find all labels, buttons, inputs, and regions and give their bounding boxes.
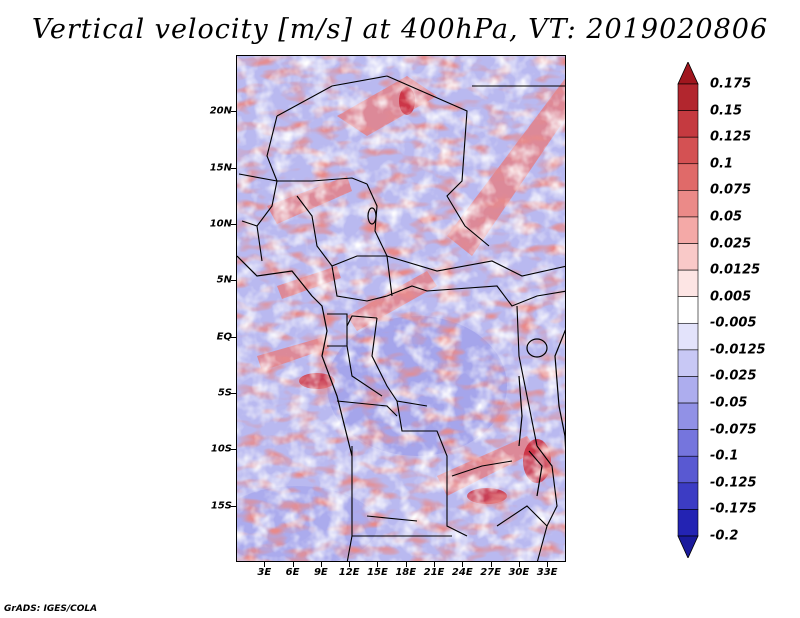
lat-tick-mark bbox=[231, 167, 236, 169]
colorbar-label: -0.0125 bbox=[710, 342, 766, 358]
lat-tick-mark bbox=[231, 449, 236, 451]
lon-tick-label: 27E bbox=[480, 567, 501, 578]
map-panel bbox=[236, 55, 566, 562]
lakes bbox=[367, 207, 548, 497]
colorbar-label: 0.1 bbox=[710, 156, 734, 172]
colorbar-segment bbox=[677, 402, 699, 430]
lon-tick-label: 33E bbox=[536, 567, 558, 578]
lat-tick-label: 5S bbox=[217, 387, 232, 399]
texture-white bbox=[237, 56, 565, 561]
lat-tick-label: 10S bbox=[210, 443, 232, 455]
colorbar-segment bbox=[677, 110, 699, 138]
coastline bbox=[237, 255, 353, 457]
coastline bbox=[554, 329, 565, 449]
lat-tick-label: EQ bbox=[216, 331, 232, 343]
lon-tick-mark bbox=[349, 562, 351, 567]
colorbar-label: 0.075 bbox=[710, 182, 752, 198]
colorbar-segment bbox=[677, 509, 699, 537]
footer-credit: GrADS: IGES/COLA bbox=[4, 604, 98, 614]
lat-tick-label: 15N bbox=[209, 162, 232, 174]
colorbar-label: 0.125 bbox=[710, 129, 752, 145]
lat-tick-label: 10N bbox=[209, 218, 232, 230]
colorbar-label: -0.2 bbox=[710, 528, 739, 544]
lat-tick-label: 5N bbox=[216, 274, 232, 286]
colorbar-label: -0.125 bbox=[710, 475, 757, 491]
colorbar-segment bbox=[677, 482, 699, 510]
colorbar-segment bbox=[677, 322, 699, 351]
lon-tick-mark bbox=[264, 562, 266, 567]
colorbar-label: 0.05 bbox=[710, 209, 743, 225]
colorbar-segment bbox=[677, 349, 699, 377]
plot-title: Vertical velocity [m/s] at 400hPa, VT: 2… bbox=[31, 14, 769, 45]
lat-tick-label: 20N bbox=[209, 105, 232, 117]
lat-tick-mark bbox=[231, 280, 236, 282]
colorbar-label: 0.15 bbox=[710, 103, 743, 119]
colorbar-segment bbox=[677, 190, 699, 218]
lat-tick-label: 15S bbox=[210, 500, 232, 512]
lon-tick-mark bbox=[490, 562, 492, 567]
colorbar-label: 0.0125 bbox=[710, 262, 761, 278]
lat-tick-mark bbox=[231, 224, 236, 225]
lon-tick-mark bbox=[377, 562, 379, 567]
colorbar-bottom-arrow bbox=[677, 535, 699, 558]
colorbar-label: -0.05 bbox=[710, 395, 748, 411]
lon-tick-label: 9E bbox=[313, 567, 328, 578]
lat-tick-mark bbox=[231, 393, 236, 394]
colorbar-label: -0.005 bbox=[710, 315, 757, 331]
lon-tick-mark bbox=[547, 562, 549, 567]
lat-tick-mark bbox=[231, 336, 236, 338]
lon-tick-label: 15E bbox=[367, 567, 388, 578]
colorbar-label: -0.1 bbox=[710, 448, 739, 464]
lon-tick-mark bbox=[518, 562, 520, 567]
colorbar-label: -0.175 bbox=[710, 501, 757, 517]
velocity-field-map bbox=[237, 56, 565, 561]
lon-tick-label: 24E bbox=[451, 567, 473, 578]
lon-tick-mark bbox=[434, 562, 435, 567]
colorbar bbox=[677, 62, 699, 558]
lon-tick-label: 6E bbox=[285, 567, 300, 578]
colorbar-label: 0.005 bbox=[710, 289, 752, 305]
colorbar-segment bbox=[677, 136, 699, 165]
colorbar-label: 0.025 bbox=[710, 236, 752, 252]
lon-tick-mark bbox=[292, 562, 294, 567]
colorbar-segment bbox=[677, 376, 699, 404]
lon-tick-mark bbox=[405, 562, 407, 567]
colorbar-segment bbox=[677, 296, 699, 324]
lon-tick-label: 3E bbox=[257, 567, 272, 578]
colorbar-top-arrow bbox=[677, 62, 699, 85]
lat-tick-mark bbox=[231, 111, 236, 113]
lat-tick-mark bbox=[231, 505, 236, 507]
country-borders bbox=[238, 75, 565, 561]
lon-tick-label: 21E bbox=[423, 567, 445, 578]
colorbar-label: 0.175 bbox=[710, 76, 752, 92]
colorbar-segment bbox=[677, 216, 699, 244]
colorbar-segment bbox=[677, 243, 699, 271]
colorbar-segment bbox=[677, 163, 699, 191]
lon-tick-label: 12E bbox=[338, 567, 360, 578]
colorbar-segment bbox=[677, 83, 699, 111]
colorbar-segment bbox=[677, 429, 699, 457]
lon-tick-label: 18E bbox=[395, 567, 417, 578]
lon-tick-label: 30E bbox=[508, 567, 530, 578]
colorbar-segment bbox=[677, 269, 699, 298]
lon-tick-mark bbox=[320, 562, 322, 567]
colorbar-label: -0.025 bbox=[710, 368, 757, 384]
colorbar-segment bbox=[677, 455, 699, 484]
lon-tick-mark bbox=[462, 562, 464, 567]
colorbar-label: -0.075 bbox=[710, 422, 757, 438]
